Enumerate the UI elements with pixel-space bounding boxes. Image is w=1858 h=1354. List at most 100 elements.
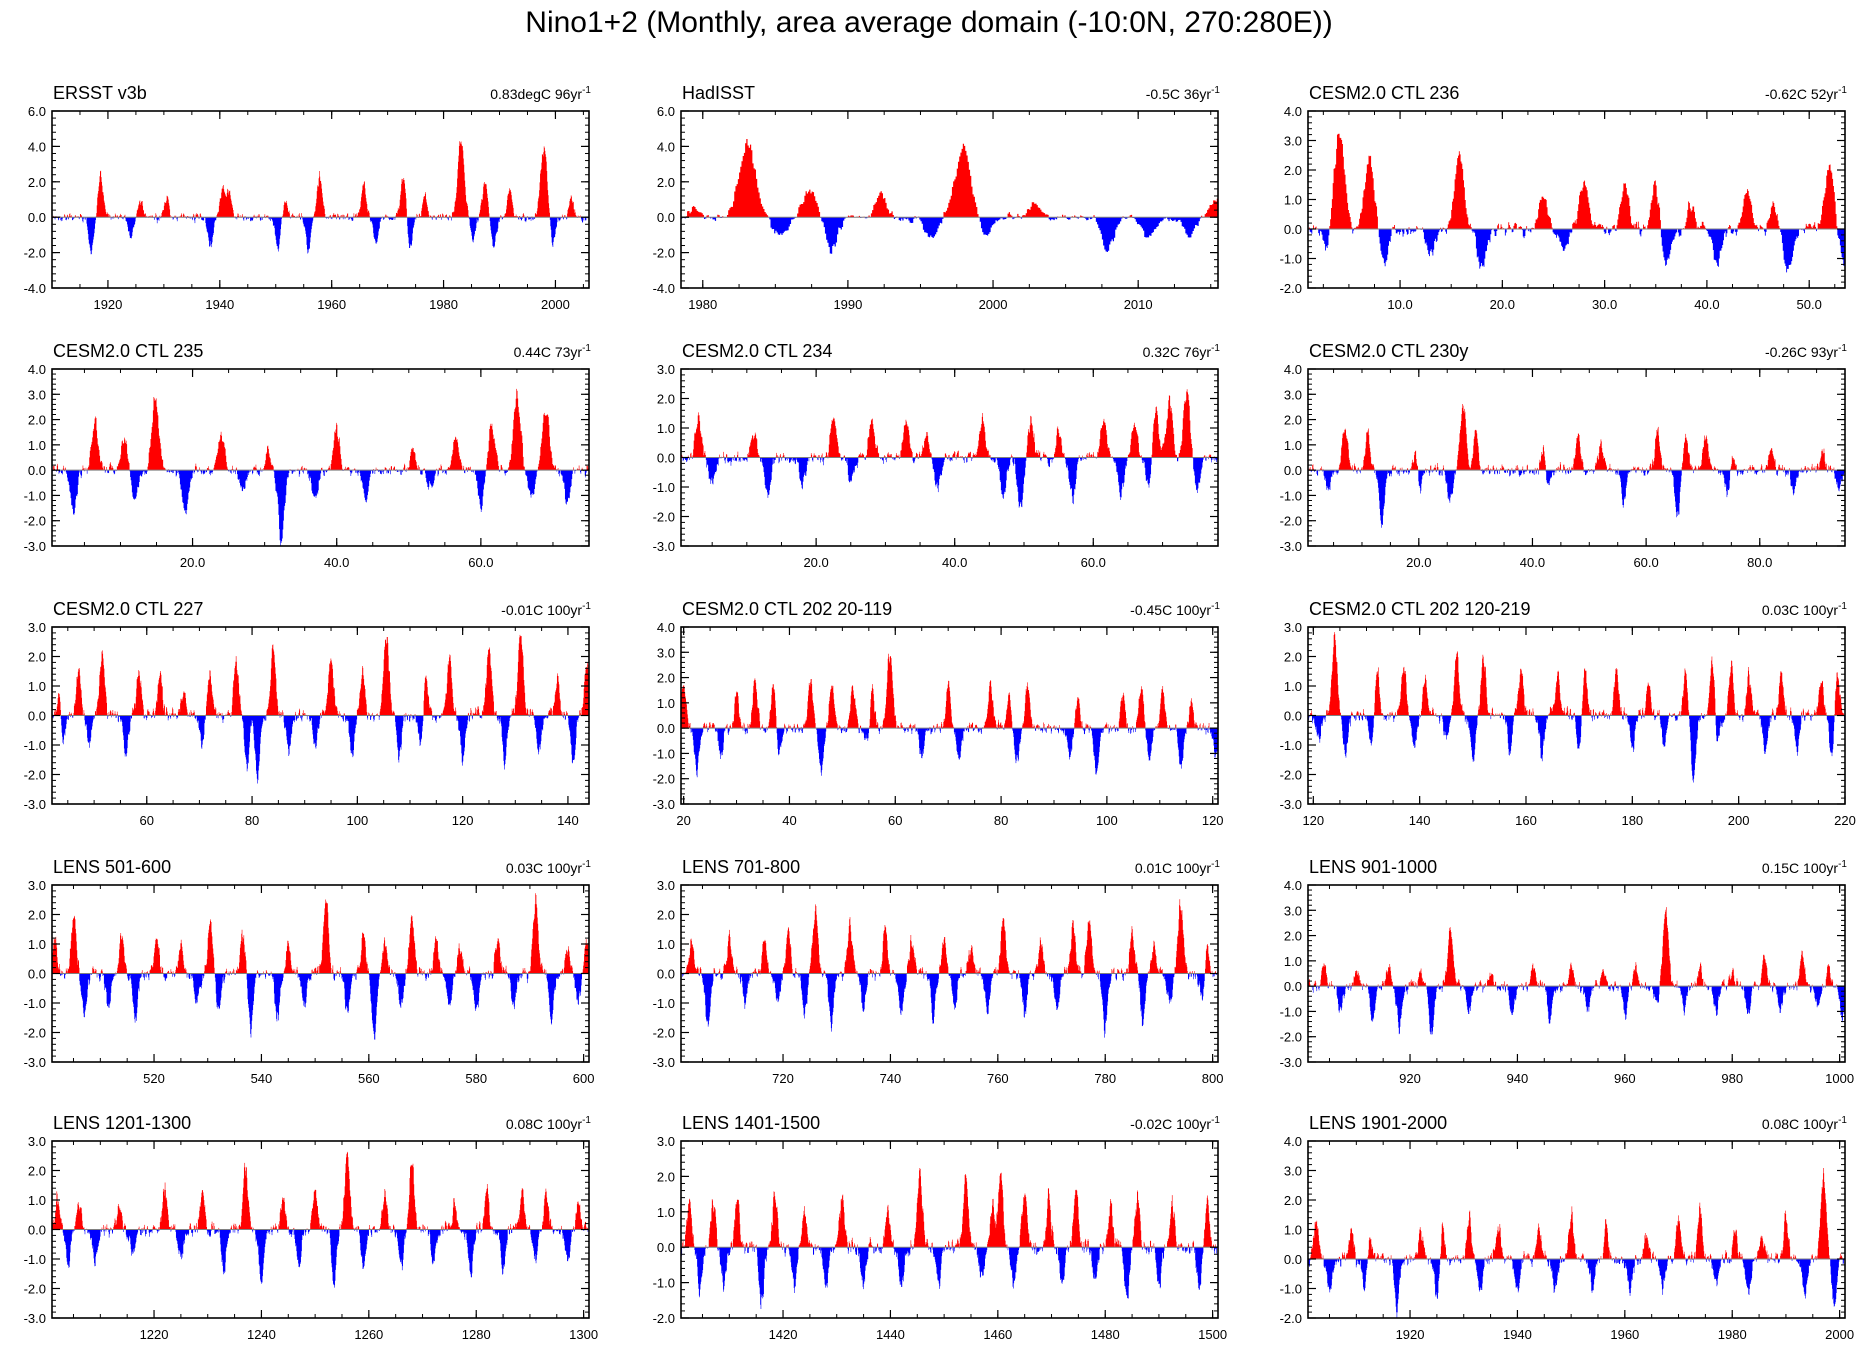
x-tick-label: 600: [573, 1071, 595, 1086]
panel-title: CESM2.0 CTL 230y: [1309, 341, 1468, 361]
x-tick-label: 740: [880, 1071, 902, 1086]
x-tick-label: 1920: [93, 297, 122, 312]
y-tick-label: -3.0: [1280, 1055, 1302, 1070]
x-tick-label: 1940: [1503, 1327, 1532, 1342]
x-tick-label: 2000: [541, 297, 570, 312]
positive-anomaly-bars: [52, 1151, 590, 1230]
x-tick-label: 1920: [1396, 1327, 1425, 1342]
negative-anomaly-bars: [682, 457, 1219, 508]
positive-anomaly-bars: [1310, 1167, 1846, 1259]
x-tick-label: 1260: [354, 1327, 383, 1342]
plot-frame: [51, 368, 590, 547]
chart-panel-7: -3.0 -2.0 -1.0 0.0 1.0 2.0 3.0 60 80 100 120 140 CES…: [24, 599, 592, 828]
x-tick-label: 920: [1399, 1071, 1421, 1086]
x-tick-label: 520: [143, 1071, 165, 1086]
x-tick-label: 180: [1621, 813, 1643, 828]
negative-anomaly-bars: [52, 217, 589, 255]
y-tick-label: 3.0: [1284, 903, 1302, 918]
y-tick-label: 2.0: [1284, 163, 1302, 178]
y-tick-label: 3.0: [1284, 620, 1302, 635]
x-tick-label: 800: [1202, 1071, 1224, 1086]
y-tick-label: 4.0: [1284, 878, 1302, 893]
y-tick-label: 3.0: [657, 362, 675, 377]
y-tick-label: 3.0: [28, 1134, 46, 1149]
x-tick-label: 40.0: [1520, 555, 1545, 570]
y-tick-label: -1.0: [653, 996, 675, 1011]
y-tick-label: -2.0: [653, 1311, 675, 1326]
positive-anomaly-bars: [53, 388, 590, 471]
trend-statistic: 0.83degC 96yr-1: [490, 85, 591, 102]
x-tick-label: 2000: [1825, 1327, 1854, 1342]
y-tick-label: 1.0: [28, 438, 46, 453]
y-tick-label: 1.0: [1284, 438, 1302, 453]
y-tick-label: 3.0: [657, 878, 675, 893]
y-tick-label: -2.0: [1280, 1311, 1302, 1326]
x-tick-label: 1280: [462, 1327, 491, 1342]
x-tick-label: 1500: [1198, 1327, 1227, 1342]
negative-anomaly-bars: [681, 1247, 1219, 1309]
y-tick-label: 2.0: [1284, 1193, 1302, 1208]
panel-title: LENS 901-1000: [1309, 857, 1437, 877]
x-tick-label: 10.0: [1387, 297, 1412, 312]
chart-panel-3: -2.0 -1.0 0.0 1.0 2.0 3.0 4.0 10.0 20.0 30.0 40.0 5…: [1280, 83, 1848, 312]
y-tick-label: -3.0: [24, 1055, 46, 1070]
y-tick-label: -3.0: [653, 797, 675, 812]
x-tick-label: 30.0: [1592, 297, 1617, 312]
y-tick-label: -2.0: [24, 514, 46, 529]
y-tick-label: 0.0: [657, 721, 675, 736]
plot-frame: [1307, 884, 1846, 1063]
x-tick-label: 50.0: [1797, 297, 1822, 312]
y-tick-label: -2.0: [1280, 1030, 1302, 1045]
y-tick-label: -3.0: [24, 797, 46, 812]
x-tick-label: 120: [1302, 813, 1324, 828]
y-tick-label: 1.0: [1284, 679, 1302, 694]
y-tick-label: -3.0: [1280, 539, 1302, 554]
positive-anomaly-bars: [683, 138, 1219, 218]
trend-statistic: 0.03C 100yr-1: [506, 859, 592, 876]
y-tick-label: 1.0: [1284, 954, 1302, 969]
y-tick-label: 3.0: [28, 387, 46, 402]
y-tick-label: -2.0: [24, 1282, 46, 1297]
x-tick-label: 1960: [317, 297, 346, 312]
trend-statistic: 0.08C 100yr-1: [1762, 1115, 1848, 1132]
plot-frame: [1307, 1140, 1846, 1319]
positive-anomaly-bars: [681, 899, 1218, 974]
y-tick-label: -2.0: [653, 1026, 675, 1041]
chart-panel-14: -2.0 -1.0 0.0 1.0 2.0 3.0 1420 1440 1460 1480 1500…: [653, 1113, 1227, 1342]
y-tick-label: 4.0: [28, 139, 46, 154]
plot-frame: [1307, 110, 1846, 289]
y-tick-label: 4.0: [28, 362, 46, 377]
y-tick-label: 4.0: [657, 139, 675, 154]
x-tick-label: 1980: [429, 297, 458, 312]
y-tick-label: 0.0: [657, 451, 675, 466]
y-tick-label: 3.0: [657, 645, 675, 660]
panel-title: LENS 1901-2000: [1309, 1113, 1447, 1133]
y-tick-label: -1.0: [24, 1252, 46, 1267]
panel-title: CESM2.0 CTL 202 20-119: [682, 599, 892, 619]
y-tick-label: -2.0: [1280, 281, 1302, 296]
y-tick-label: 3.0: [1284, 1164, 1302, 1179]
x-tick-label: 60.0: [468, 555, 493, 570]
chart-panel-13: -3.0 -2.0 -1.0 0.0 1.0 2.0 3.0 1220 1240 1260 1280…: [24, 1113, 598, 1342]
figure-title: Nino1+2 (Monthly, area average domain (-…: [525, 6, 1333, 39]
y-tick-label: -4.0: [24, 281, 46, 296]
positive-anomaly-bars: [52, 893, 590, 974]
positive-anomaly-bars: [1309, 632, 1845, 716]
panel-title: HadISST: [682, 83, 755, 103]
x-tick-label: 580: [465, 1071, 487, 1086]
y-tick-label: 2.0: [28, 650, 46, 665]
x-tick-label: 120: [1202, 813, 1224, 828]
y-tick-label: 0.0: [28, 463, 46, 478]
panel-title: LENS 701-800: [682, 857, 800, 877]
x-tick-label: 120: [452, 813, 474, 828]
y-tick-label: 2.0: [1284, 650, 1302, 665]
chart-panel-4: -3.0 -2.0 -1.0 0.0 1.0 2.0 3.0 4.0 20.0 40.0 60.0 C…: [24, 341, 592, 570]
y-tick-label: -1.0: [653, 480, 675, 495]
y-tick-label: -2.0: [653, 510, 675, 525]
trend-statistic: -0.5C 36yr-1: [1146, 85, 1221, 102]
x-tick-label: 2010: [1124, 297, 1153, 312]
y-tick-label: -2.0: [24, 1026, 46, 1041]
chart-panel-11: -3.0 -2.0 -1.0 0.0 1.0 2.0 3.0 720 740 760 780 800 L…: [653, 857, 1224, 1086]
y-tick-label: 0.0: [1284, 979, 1302, 994]
